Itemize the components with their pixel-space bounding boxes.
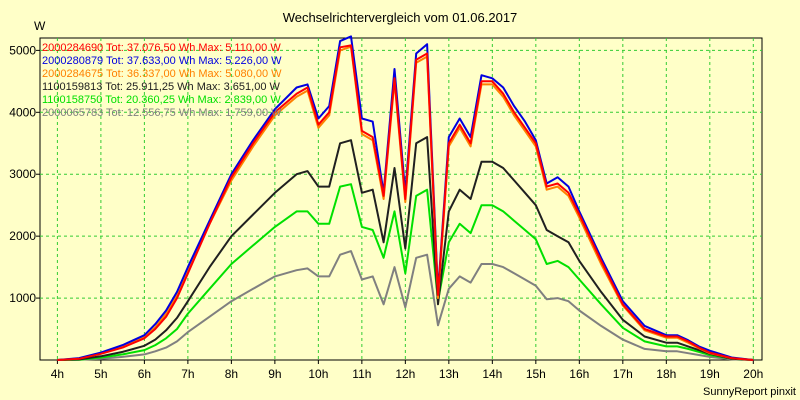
plot-frame — [39, 37, 763, 361]
plot-area: 1000 2000 3000 4000 5000 4h 5h 6h 7h 8h 9h 10h 11h 12… — [9, 35, 763, 381]
chart-title: Wechselrichtervergleich vom 01.06.2017 — [283, 10, 518, 25]
x-tick-label: 7h — [181, 367, 194, 381]
series-line-1100158750 — [57, 183, 754, 361]
x-tick-label: 5h — [94, 367, 107, 381]
y-tick-label: 4000 — [9, 105, 36, 119]
series-line-2000280879 — [57, 35, 754, 361]
legend-entry-2000280879: 2000280879 Tot: 37.633,00 Wh Max: 5.226,… — [42, 55, 282, 67]
x-tick-label: 15h — [526, 367, 546, 381]
legend-entry-1100159813: 1100159813 Tot: 25.911,25 Wh Max: 3.651,… — [42, 81, 281, 93]
legend-entry-2000284690: 2000284690 Tot: 37.076,50 Wh Max: 5.110,… — [42, 42, 281, 54]
x-tick-label: 13h — [439, 367, 459, 381]
y-tick-label: 2000 — [9, 229, 36, 243]
x-tick-label: 9h — [268, 367, 281, 381]
x-tick-label: 16h — [569, 367, 589, 381]
x-tick-label: 17h — [613, 367, 633, 381]
x-tick-label: 11h — [352, 367, 371, 381]
x-tick-label: 14h — [482, 367, 502, 381]
x-tick-label: 6h — [138, 367, 151, 381]
y-axis-label: W — [34, 19, 46, 33]
series-line-2000065783 — [57, 250, 754, 361]
legend-entry-2000065783: 2000065783 Tot: 12.556,75 Wh Max: 1.759,… — [42, 107, 282, 119]
x-tick-label: 19h — [700, 367, 720, 381]
y-tick-label: 5000 — [9, 43, 36, 57]
series-line-1100159813 — [57, 136, 754, 361]
y-tick-label: 3000 — [9, 167, 36, 181]
x-tick-label: 18h — [656, 367, 676, 381]
y-tick-label: 1000 — [9, 291, 36, 305]
x-tick-label: 20h — [743, 367, 763, 381]
legend-entry-1100158750: 1100158750 Tot: 20.360,25 Wh Max: 2.839,… — [42, 94, 281, 106]
legend-entry-2000284675: 2000284675 Tot: 36.337,00 Wh Max: 5.080,… — [42, 68, 282, 80]
x-tick-label: 10h — [308, 367, 328, 381]
x-tick-label: 12h — [395, 367, 415, 381]
x-tick-label: 4h — [51, 367, 64, 381]
x-tick-label: 8h — [225, 367, 238, 381]
footer-credit: SunnyReport pinxit — [703, 386, 796, 398]
series-line-2000284690 — [57, 44, 754, 361]
legend: 2000284690 Tot: 37.076,50 Wh Max: 5.110,… — [42, 42, 282, 119]
